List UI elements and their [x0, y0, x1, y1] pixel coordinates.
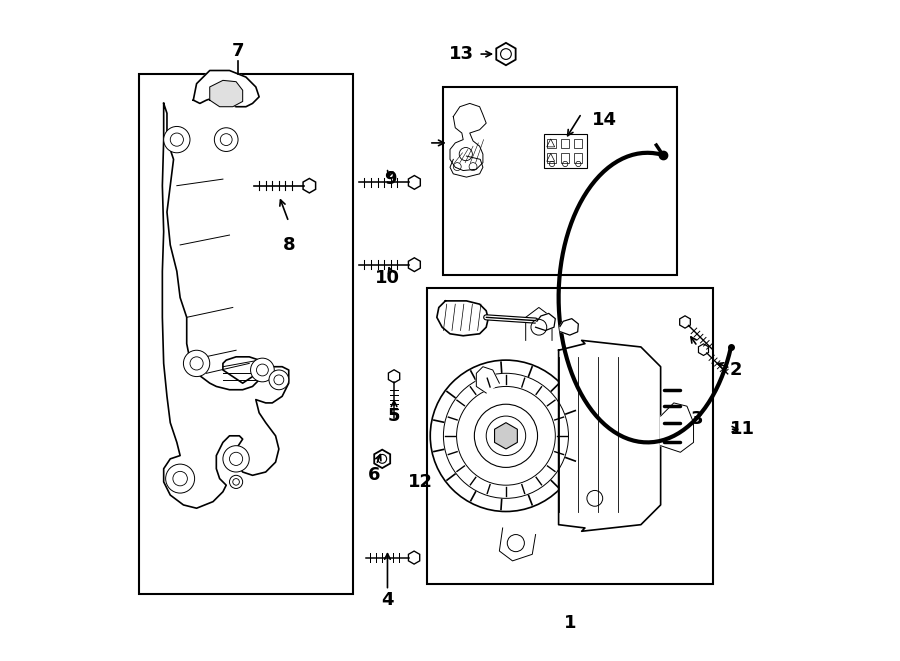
Polygon shape: [661, 403, 694, 452]
Circle shape: [230, 475, 243, 488]
Bar: [427, 288, 714, 584]
Text: 8: 8: [283, 236, 295, 254]
Text: 10: 10: [375, 269, 400, 287]
Text: 9: 9: [384, 170, 397, 188]
Polygon shape: [500, 528, 536, 561]
Bar: [561, 139, 569, 148]
Polygon shape: [194, 71, 259, 106]
Circle shape: [250, 358, 274, 382]
Text: 1: 1: [563, 615, 576, 633]
Bar: [547, 153, 556, 163]
Polygon shape: [559, 340, 661, 531]
Text: 2: 2: [730, 361, 742, 379]
Polygon shape: [526, 307, 552, 340]
Circle shape: [430, 360, 581, 512]
Polygon shape: [450, 156, 483, 177]
Polygon shape: [560, 319, 579, 335]
Text: 5: 5: [388, 407, 400, 425]
Circle shape: [474, 405, 537, 467]
Bar: [547, 139, 556, 148]
Polygon shape: [162, 103, 289, 508]
Bar: [544, 134, 587, 168]
Text: 12: 12: [408, 473, 433, 491]
Circle shape: [184, 350, 210, 377]
Polygon shape: [536, 313, 555, 330]
Polygon shape: [436, 301, 488, 336]
Bar: [573, 139, 582, 148]
Bar: [561, 153, 569, 163]
Polygon shape: [210, 81, 243, 106]
Circle shape: [214, 128, 238, 151]
Text: 4: 4: [382, 592, 393, 609]
Text: 6: 6: [368, 466, 381, 485]
Text: 13: 13: [449, 45, 473, 63]
Text: 3: 3: [690, 410, 703, 428]
Text: 11: 11: [731, 420, 755, 438]
Circle shape: [223, 446, 249, 472]
Bar: [444, 87, 677, 274]
Circle shape: [164, 126, 190, 153]
Bar: [140, 74, 353, 594]
Text: 7: 7: [232, 42, 244, 59]
Polygon shape: [476, 367, 500, 393]
Circle shape: [269, 370, 289, 390]
Circle shape: [486, 416, 526, 455]
Text: 14: 14: [592, 111, 617, 129]
Bar: [573, 153, 582, 163]
Polygon shape: [450, 103, 486, 171]
Circle shape: [166, 464, 194, 493]
